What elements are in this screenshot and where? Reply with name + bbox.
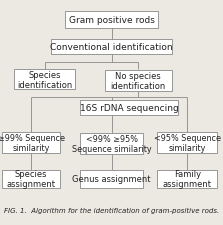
Text: Family
assignment: Family assignment <box>163 169 212 189</box>
FancyBboxPatch shape <box>157 170 217 188</box>
Text: Gram positive rods: Gram positive rods <box>68 16 155 25</box>
FancyBboxPatch shape <box>80 134 143 154</box>
FancyBboxPatch shape <box>105 71 172 91</box>
FancyBboxPatch shape <box>157 133 217 153</box>
Text: Species
assignment: Species assignment <box>7 169 56 189</box>
Text: <95% Sequence
similarity: <95% Sequence similarity <box>154 133 221 153</box>
Text: Genus assignment: Genus assignment <box>72 174 151 183</box>
Text: No species
identification: No species identification <box>111 71 166 91</box>
FancyBboxPatch shape <box>65 12 158 29</box>
Text: FIG. 1.  Algorithm for the identification of gram-positive rods.: FIG. 1. Algorithm for the identification… <box>4 207 219 214</box>
FancyBboxPatch shape <box>51 40 172 54</box>
Text: <99% ≥95%
Sequence similarity: <99% ≥95% Sequence similarity <box>72 134 151 154</box>
FancyBboxPatch shape <box>80 101 178 115</box>
FancyBboxPatch shape <box>80 170 143 188</box>
Text: 16S rDNA sequencing: 16S rDNA sequencing <box>80 104 179 112</box>
FancyBboxPatch shape <box>14 70 75 90</box>
Text: ≥99% Sequence
similarity: ≥99% Sequence similarity <box>0 133 65 153</box>
Text: Species
identification: Species identification <box>17 70 72 90</box>
FancyBboxPatch shape <box>2 170 60 188</box>
Text: Conventional identification: Conventional identification <box>50 43 173 52</box>
FancyBboxPatch shape <box>2 133 60 153</box>
